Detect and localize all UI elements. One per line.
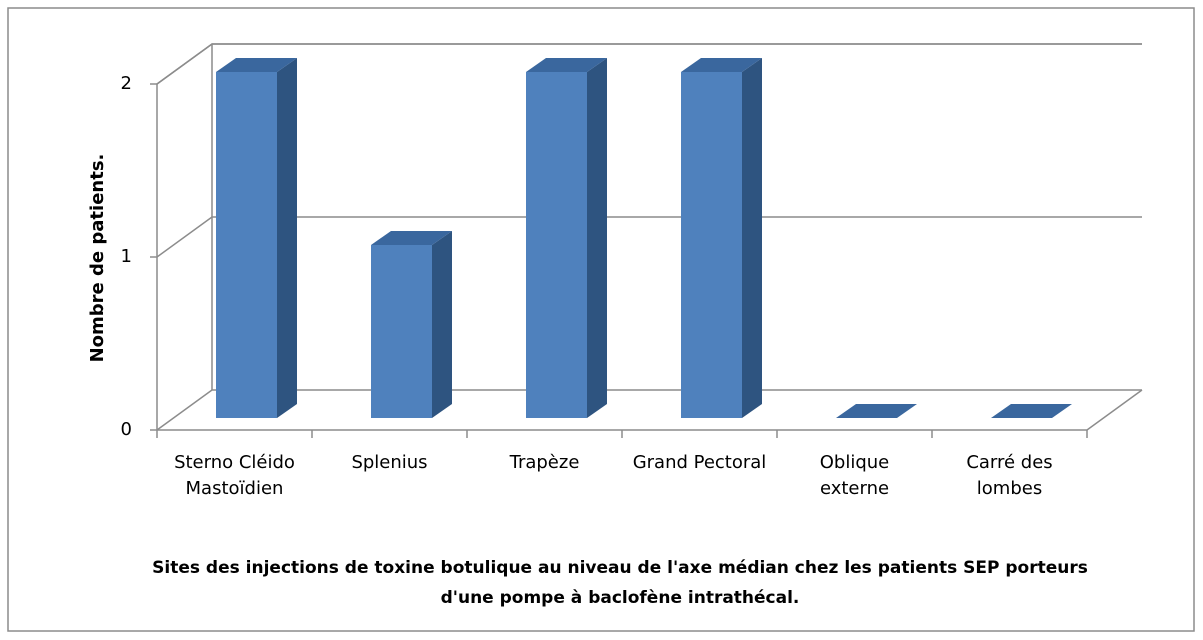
bar-side	[277, 58, 297, 418]
x-tick-label: Carré des lombes	[966, 452, 1053, 499]
bar-top	[681, 58, 762, 72]
grid-line	[156, 216, 1142, 258]
bar	[371, 245, 432, 418]
x-tick-label: Grand Pectoral	[632, 452, 767, 473]
x-tick-label: Sterno Cléido Mastoïdien	[174, 452, 295, 499]
bar-top	[991, 404, 1072, 418]
x-tick-label: Splenius	[351, 452, 428, 473]
bar-top	[526, 58, 607, 72]
x-tick-label: Oblique externe	[819, 452, 890, 499]
bar-side	[432, 231, 452, 418]
y-tick-label: 0	[121, 419, 132, 440]
bar	[681, 72, 742, 418]
bar-top	[836, 404, 917, 418]
grid-line	[156, 389, 1142, 431]
bar-top	[216, 58, 297, 72]
bar-top	[371, 231, 452, 245]
bar-side	[587, 58, 607, 418]
bar	[216, 72, 277, 418]
x-tick-label: Trapèze	[509, 452, 580, 473]
bar	[526, 72, 587, 418]
grid-line	[156, 43, 1142, 85]
bar-side	[742, 58, 762, 418]
y-axis-label: Nombre de patients.	[87, 154, 108, 363]
y-tick-label: 2	[121, 73, 132, 94]
y-tick-label: 1	[121, 246, 132, 267]
x-axis-label: Sites des injections de toxine botulique…	[152, 558, 1088, 608]
